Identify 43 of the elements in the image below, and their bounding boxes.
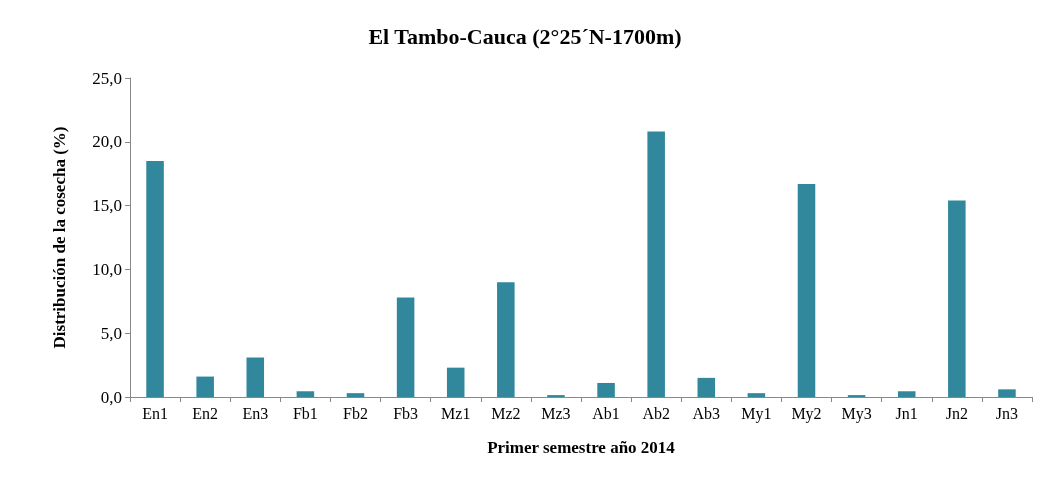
x-tick-label: My2 [791, 404, 822, 423]
bar [446, 367, 465, 397]
y-tick-label: 10,0 [92, 259, 122, 279]
y-tick-label: 0,0 [100, 387, 122, 407]
x-tick-label: En3 [242, 404, 269, 422]
bar [346, 393, 365, 397]
x-tick-label: Ab1 [592, 404, 620, 422]
bar [146, 160, 164, 397]
x-tick-label: My1 [741, 404, 772, 423]
x-tick-label: En2 [192, 404, 219, 422]
y-tick-label: 20,0 [92, 132, 122, 152]
x-tick-label: Fb1 [292, 404, 318, 422]
x-tick-label: Ab2 [642, 404, 670, 422]
bar [747, 393, 766, 397]
x-tick-label: Fb3 [393, 404, 419, 422]
y-tick-label: 25,0 [92, 68, 122, 88]
bar [797, 183, 816, 397]
bar [897, 391, 916, 397]
y-axis-title: Distribución de la cosecha (%) [50, 126, 69, 349]
bar [246, 357, 265, 397]
bar [396, 297, 415, 397]
x-tick-label: Ab3 [692, 404, 721, 422]
x-tick-label: My3 [841, 404, 872, 423]
x-tick-label: Jn1 [895, 404, 918, 422]
bar [497, 282, 515, 397]
x-tick-label: En1 [142, 404, 168, 422]
x-tick-label: Jn2 [945, 404, 968, 422]
bar [998, 389, 1016, 397]
bar [697, 377, 716, 397]
x-tick-label: Jn3 [995, 404, 1019, 422]
x-tick-label: Fb2 [343, 404, 368, 422]
bar [296, 391, 315, 397]
y-tick-label: 5,0 [100, 323, 122, 343]
x-axis-title: Primer semestre año 2014 [487, 438, 676, 457]
bar [597, 382, 615, 397]
bar [196, 376, 214, 397]
x-tick-label: Mz2 [491, 404, 521, 422]
y-tick-label: 15,0 [92, 196, 122, 216]
bar [948, 200, 966, 397]
chart-title: El Tambo-Cauca (2°25´N-1700m) [368, 23, 682, 49]
x-tick-label: Mz1 [441, 404, 471, 422]
bar [647, 131, 665, 397]
x-tick-label: Mz3 [541, 404, 571, 422]
